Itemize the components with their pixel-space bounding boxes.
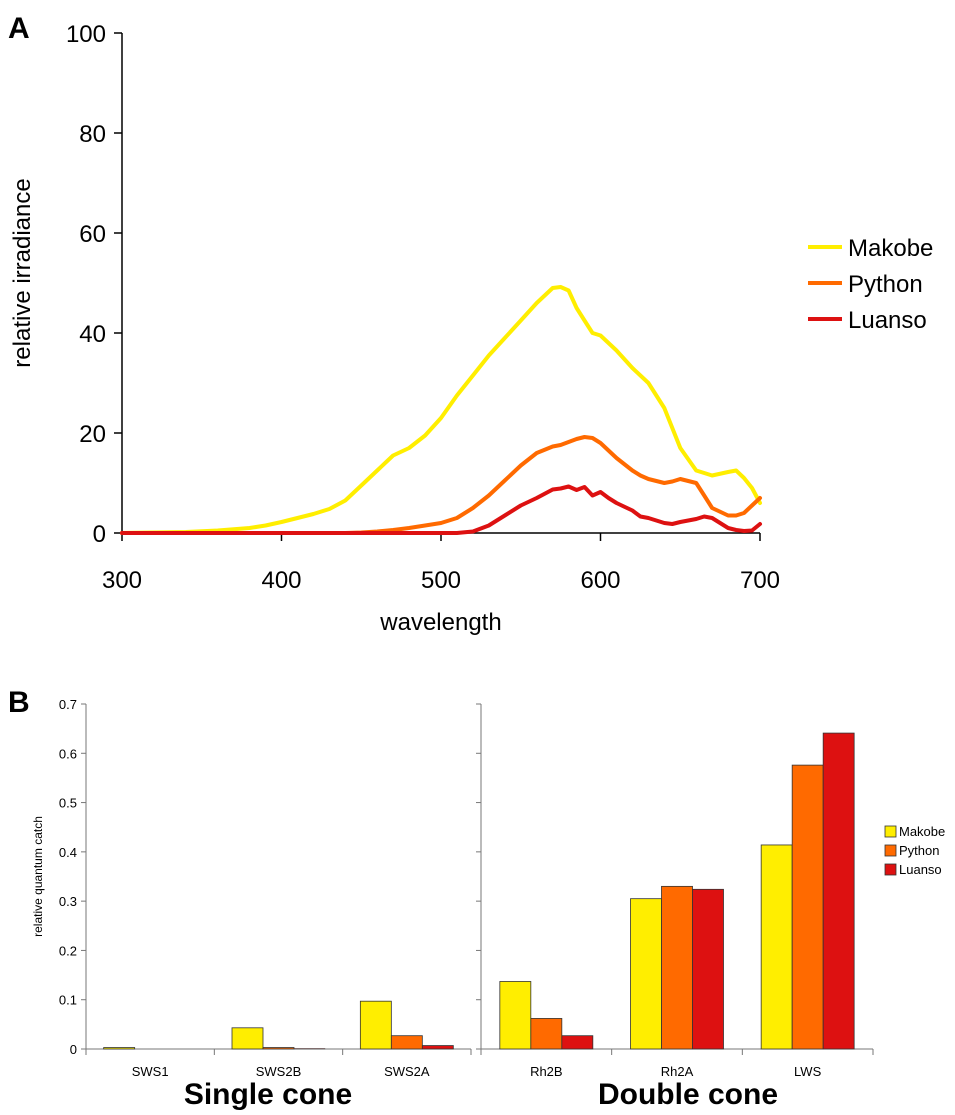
b-x-tick-label-lws: LWS bbox=[794, 1064, 822, 1079]
a-x-tick-label: 300 bbox=[102, 567, 142, 594]
b-y-tick-label: 0.1 bbox=[59, 993, 77, 1008]
a-legend-label-python: Python bbox=[848, 271, 923, 298]
panel-a-line-chart: A 0 20 40 60 80 100 300 400 500 600 700 wavelengt… bbox=[8, 12, 933, 636]
a-y-ticks: 0 20 40 60 80 100 bbox=[66, 21, 122, 548]
a-y-axis-label: relative irradiance bbox=[9, 178, 36, 367]
b-legend-swatch-makobe bbox=[884, 825, 897, 838]
b-y-tick-label: 0.3 bbox=[59, 894, 77, 909]
b-x-tick-label-sws2b: SWS2B bbox=[256, 1064, 302, 1079]
b-legend-label-makobe: Makobe bbox=[899, 824, 945, 839]
bar-sws2a-luanso bbox=[421, 1045, 454, 1050]
b-y-tick-label: 0 bbox=[70, 1042, 77, 1057]
b-y-tick-label: 0.5 bbox=[59, 796, 77, 811]
a-legend: Makobe Python Luanso bbox=[808, 235, 933, 334]
a-legend-label-luanso: Luanso bbox=[848, 307, 927, 334]
b-legend-swatch-luanso bbox=[884, 863, 897, 876]
b-y-tick-label: 0.7 bbox=[59, 697, 77, 712]
bar-rh2a-makobe bbox=[630, 898, 662, 1050]
bar-lws-python bbox=[791, 764, 824, 1050]
a-y-tick-label: 80 bbox=[79, 121, 106, 148]
b-double-cone-chart: Rh2B Rh2A LWS bbox=[476, 703, 874, 1079]
b-y-tick-label: 0.6 bbox=[59, 746, 77, 761]
a-x-tick-label: 400 bbox=[261, 567, 301, 594]
panel-label-a: A bbox=[8, 12, 30, 45]
bar-lws-makobe bbox=[760, 844, 793, 1050]
b-x-tick-label-rh2a: Rh2A bbox=[661, 1064, 694, 1079]
panel-b-bar-charts: B relative quantum catch 0 0.1 0.2 0.3 0.4 0.… bbox=[8, 686, 945, 1111]
a-y-tick-label: 20 bbox=[79, 421, 106, 448]
b-y-axis-label: relative quantum catch bbox=[31, 816, 45, 937]
bar-sws2a-makobe bbox=[359, 1000, 392, 1050]
a-y-tick-label: 100 bbox=[66, 21, 106, 48]
b-x-tick-label-sws2a: SWS2A bbox=[384, 1064, 430, 1079]
a-y-tick-label: 40 bbox=[79, 321, 106, 348]
bar-rh2a-luanso bbox=[692, 888, 724, 1050]
series-line-python bbox=[120, 435, 762, 535]
bar-rh2b-python bbox=[530, 1018, 563, 1050]
b-x-tick-label-rh2b: Rh2B bbox=[530, 1064, 563, 1079]
bar-sws2b-python bbox=[262, 1047, 295, 1050]
a-y-tick-label: 0 bbox=[93, 521, 106, 548]
bar-rh2b-luanso bbox=[561, 1035, 594, 1050]
bar-sws1-makobe bbox=[103, 1047, 136, 1050]
bar-sws2a-python bbox=[390, 1035, 423, 1050]
b-legend: Makobe Python Luanso bbox=[884, 824, 945, 877]
b-legend-label-python: Python bbox=[899, 843, 939, 858]
a-series-lines bbox=[120, 285, 762, 535]
b-single-cone-chart: 0 0.1 0.2 0.3 0.4 0.5 0.6 0.7 SWS1 SWS2B SWS2A bbox=[59, 697, 472, 1079]
bar-sws2b-makobe bbox=[231, 1027, 264, 1050]
b-legend-swatch-python bbox=[884, 844, 897, 857]
bar-rh2b-makobe bbox=[499, 981, 532, 1050]
bar-lws-luanso bbox=[822, 732, 855, 1050]
bar-rh2a-python bbox=[661, 885, 693, 1050]
group-label-double-cone: Double cone bbox=[598, 1078, 778, 1111]
a-legend-label-makobe: Makobe bbox=[848, 235, 933, 262]
a-x-tick-label: 700 bbox=[740, 567, 780, 594]
b-x-tick-label-sws1: SWS1 bbox=[132, 1064, 169, 1079]
a-x-axis-label: wavelength bbox=[379, 609, 501, 636]
a-x-ticks: 300 400 500 600 700 bbox=[102, 533, 780, 594]
b-y-tick-label: 0.2 bbox=[59, 943, 77, 958]
b-y-tick-label: 0.4 bbox=[59, 845, 77, 860]
a-x-tick-label: 600 bbox=[580, 567, 620, 594]
series-line-luanso bbox=[120, 484, 762, 535]
panel-label-b: B bbox=[8, 686, 30, 719]
group-label-single-cone: Single cone bbox=[184, 1078, 352, 1111]
a-x-tick-label: 500 bbox=[421, 567, 461, 594]
a-y-tick-label: 60 bbox=[79, 221, 106, 248]
b-legend-label-luanso: Luanso bbox=[899, 862, 942, 877]
series-line-makobe bbox=[120, 285, 762, 535]
